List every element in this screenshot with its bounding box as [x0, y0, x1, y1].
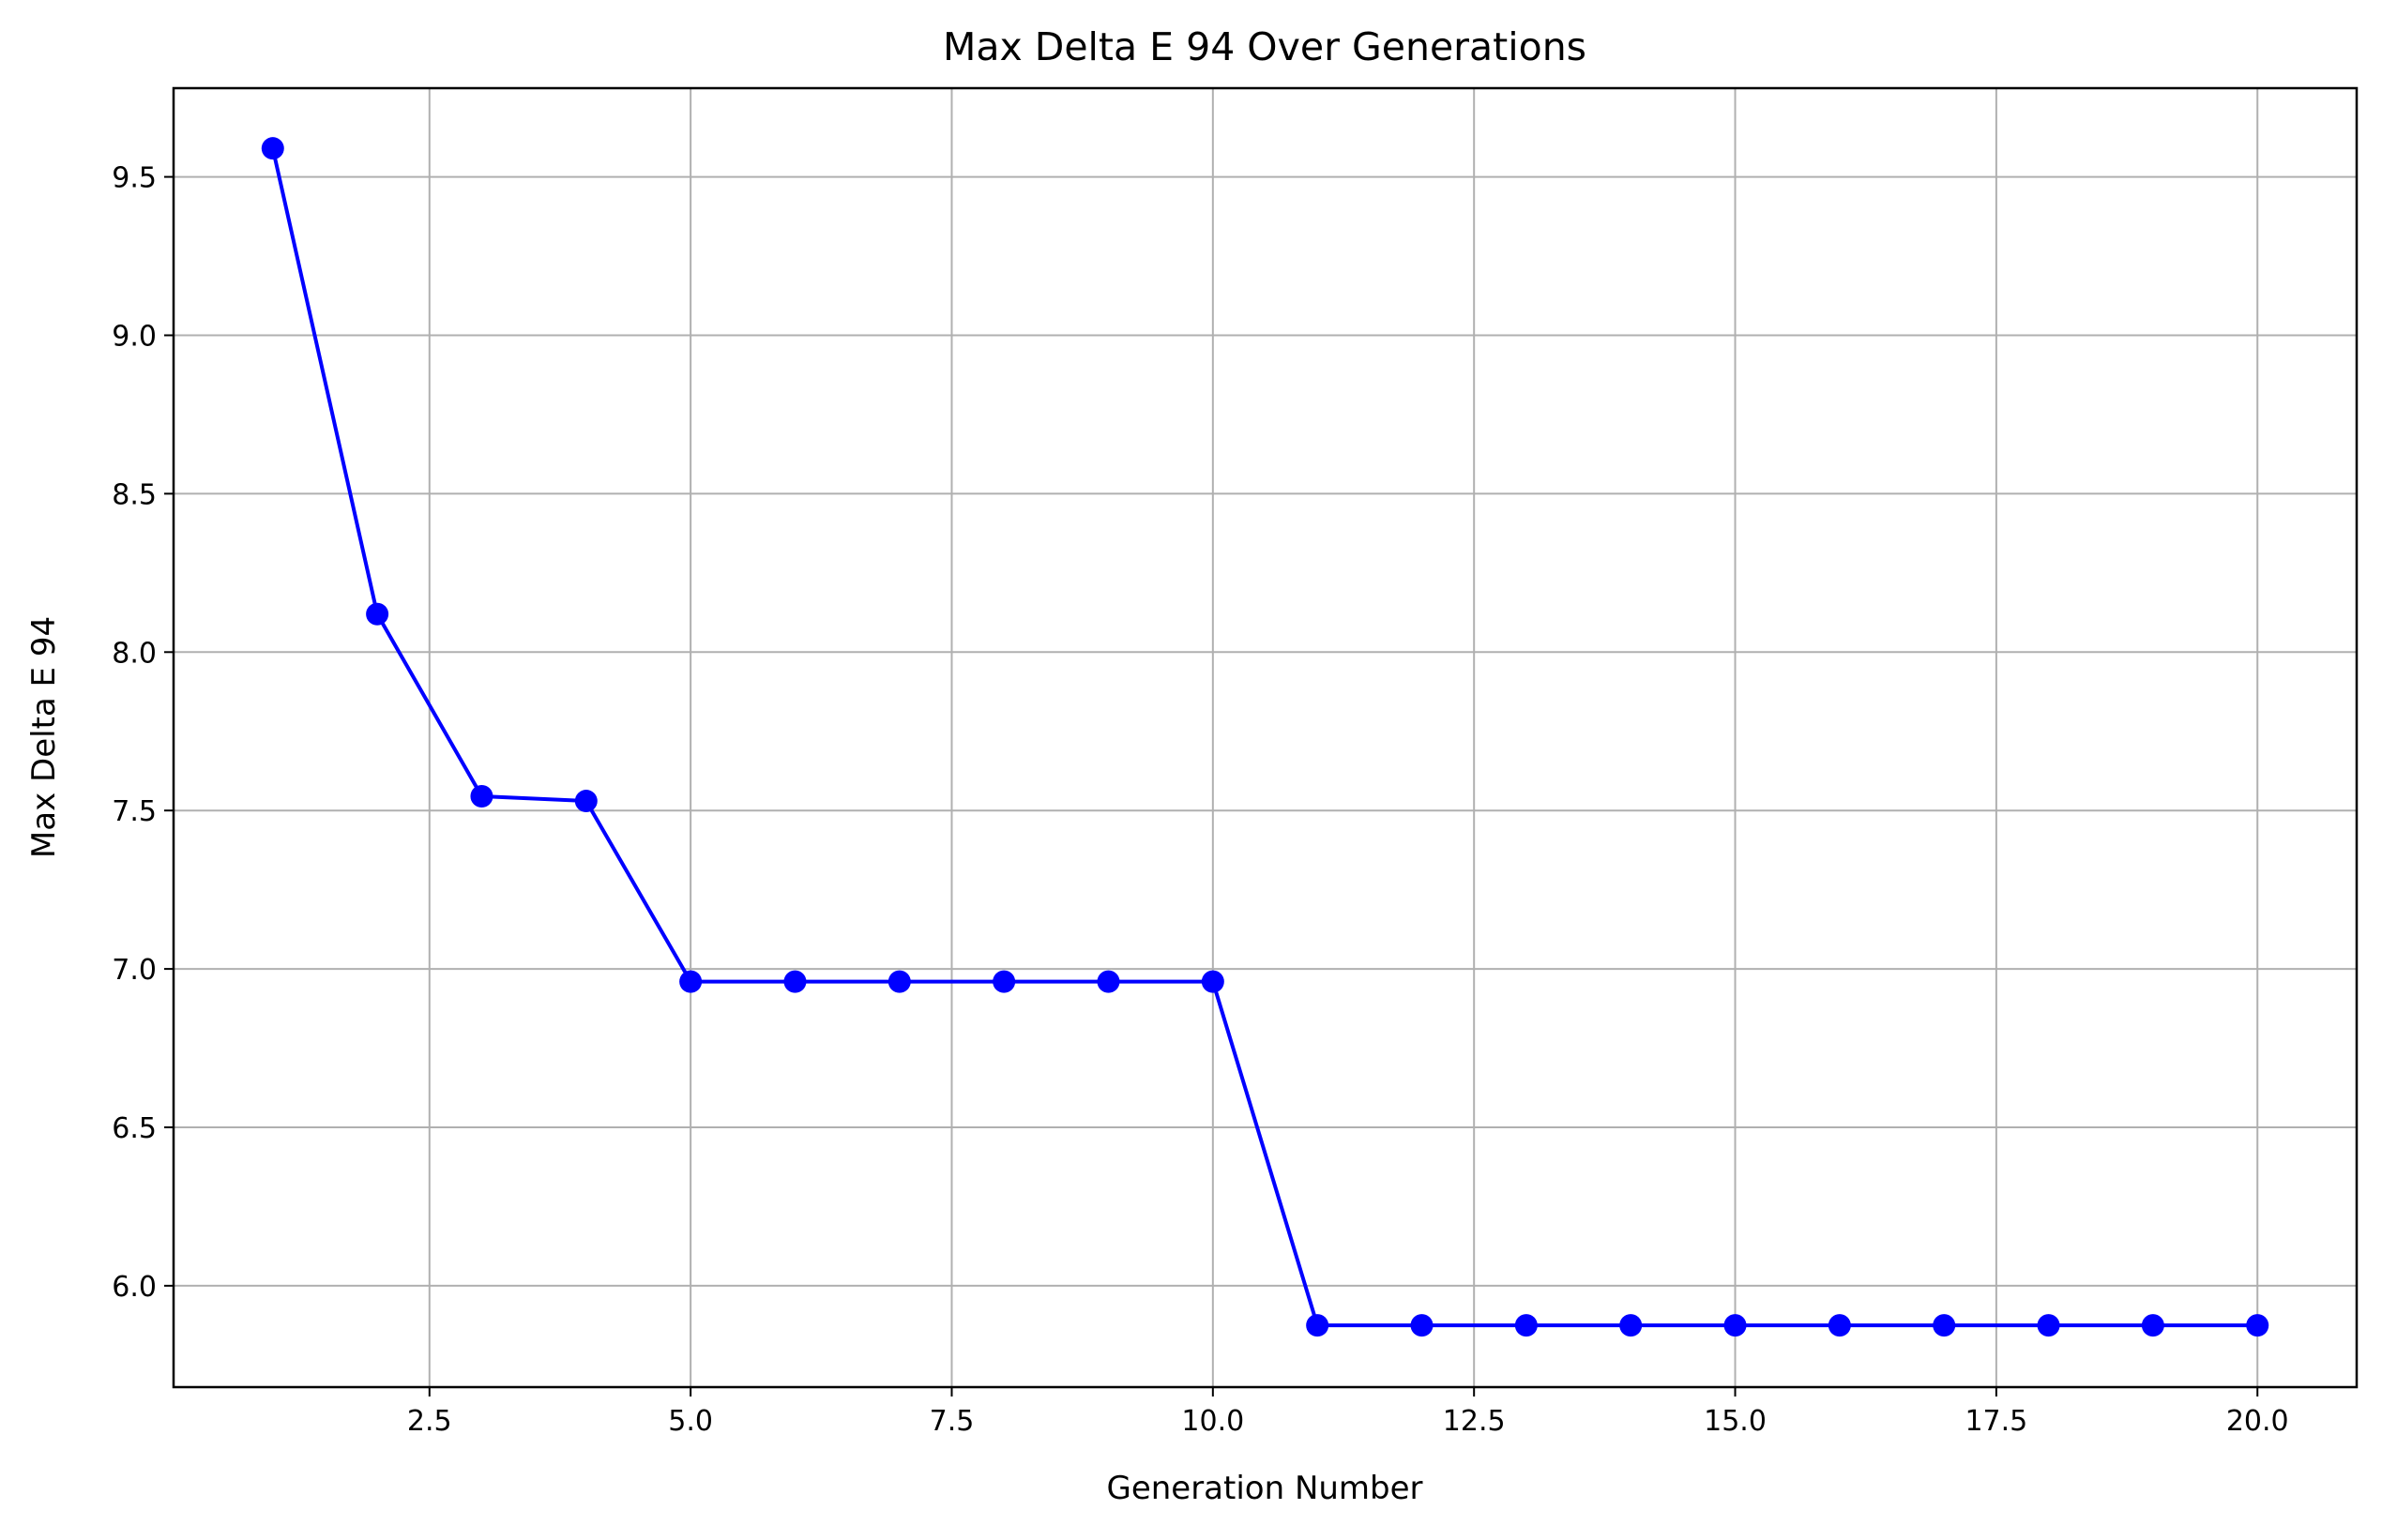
- data-point-marker: [783, 970, 807, 993]
- x-tick-label: 2.5: [407, 1405, 452, 1438]
- series-line: [270, 147, 2258, 1328]
- data-point-marker: [2141, 1314, 2164, 1337]
- data-point-marker: [1410, 1314, 1434, 1337]
- axis-ticks: 2.5 5.0 7.5 10.0 12.5 15.0 17.5 20.0 6.0 6.5 7.0 7.…: [112, 162, 2288, 1438]
- y-tick-label: 9.0: [112, 320, 157, 353]
- data-point-marker: [2037, 1314, 2060, 1337]
- data-point-marker: [470, 784, 493, 808]
- y-tick-label: 7.5: [112, 795, 157, 828]
- data-point-marker: [1723, 1314, 1747, 1337]
- data-point-marker: [1306, 1314, 1329, 1337]
- data-point-marker: [1933, 1314, 1956, 1337]
- data-point-marker: [993, 970, 1016, 993]
- x-tick-label: 17.5: [1965, 1405, 2027, 1438]
- plot-area-background: [174, 88, 2357, 1387]
- y-tick-label: 6.0: [112, 1271, 157, 1304]
- x-tick-label: 12.5: [1443, 1405, 1506, 1438]
- chart-title: Max Delta E 94 Over Generations: [943, 24, 1586, 69]
- data-point-marker: [366, 602, 389, 626]
- y-tick-label: 7.0: [112, 954, 157, 987]
- data-point-marker: [1097, 970, 1120, 993]
- x-tick-label: 15.0: [1704, 1405, 1767, 1438]
- data-point-marker: [2246, 1314, 2269, 1337]
- y-tick-label: 6.5: [112, 1112, 157, 1145]
- data-point-marker: [1201, 970, 1224, 993]
- data-point-marker: [1619, 1314, 1643, 1337]
- data-point-marker: [888, 970, 911, 993]
- y-tick-label: 9.5: [112, 162, 157, 195]
- x-tick-label: 20.0: [2226, 1405, 2289, 1438]
- x-tick-label: 5.0: [668, 1405, 713, 1438]
- data-point-marker: [261, 137, 284, 160]
- x-tick-label: 7.5: [930, 1405, 975, 1438]
- data-point-marker: [1828, 1314, 1851, 1337]
- y-tick-label: 8.0: [112, 637, 157, 670]
- data-point-marker: [679, 970, 703, 993]
- plot-frame: [172, 86, 2359, 1389]
- grid-lines: [174, 88, 2357, 1387]
- data-point-marker: [574, 790, 598, 813]
- y-axis-label: Max Delta E 94: [25, 616, 63, 858]
- x-axis-label: Generation Number: [1106, 1470, 1422, 1507]
- x-tick-label: 10.0: [1181, 1405, 1244, 1438]
- data-point-marker: [1514, 1314, 1538, 1337]
- series-layer: [261, 137, 2269, 1337]
- y-tick-label: 8.5: [112, 478, 157, 511]
